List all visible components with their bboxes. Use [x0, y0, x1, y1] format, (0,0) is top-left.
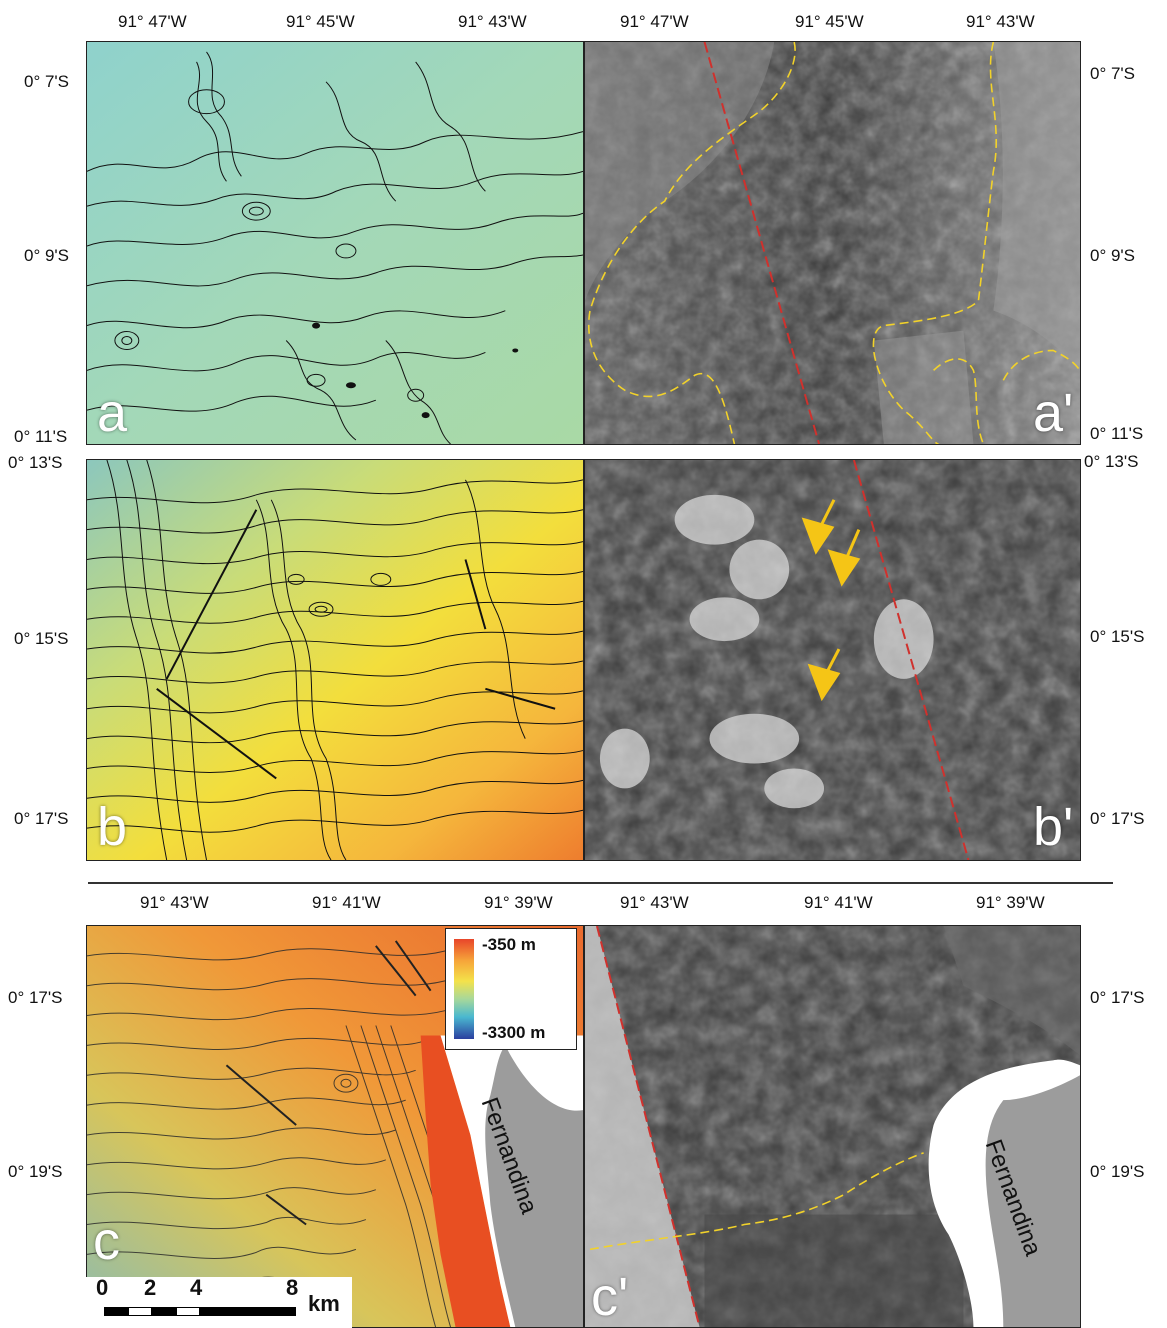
scale-tick-2: 2: [144, 1275, 157, 1300]
panel-label-b: b: [97, 797, 128, 857]
lat-label-aprime-3: 0° 11'S: [1090, 424, 1144, 443]
lon-label-a-2: 91° 45'W: [286, 12, 355, 31]
lat-label-c-1: 0° 17'S: [8, 988, 63, 1007]
lon-label-c-2: 91° 41'W: [312, 893, 381, 912]
panel-cprime-backscatter: c' Fernandina: [584, 925, 1081, 1328]
panel-aprime-backscatter: a': [584, 41, 1081, 445]
lat-label-c-2: 0° 19'S: [8, 1162, 63, 1181]
depth-color-ramp: [454, 939, 474, 1039]
lat-label-a-1: 0° 7'S: [24, 72, 70, 91]
arrow-icon: [801, 499, 861, 702]
lon-label-cprime-1: 91° 43'W: [620, 893, 689, 912]
scale-tick-8: 8: [286, 1275, 299, 1300]
lat-label-b-2: 0° 15'S: [14, 629, 69, 648]
lat-label-aprime-2: 0° 9'S: [1090, 246, 1136, 265]
panel-label-aprime: a': [1033, 383, 1074, 443]
lat-label-bprime-3: 0° 17'S: [1090, 809, 1145, 828]
panel-b-bathymetry: b: [86, 459, 584, 861]
scale-segment-5: [200, 1307, 296, 1316]
panel-a-bathymetry: a: [86, 41, 584, 445]
lat-label-aprime-1: 0° 7'S: [1090, 64, 1136, 83]
scale-bar: 0 2 4 8 km: [86, 1275, 352, 1328]
scale-segment-4: [176, 1307, 200, 1316]
lat-label-cprime-2: 0° 19'S: [1090, 1162, 1145, 1181]
panel-label-cprime: c': [591, 1267, 629, 1327]
scale-tick-0: 0: [96, 1275, 109, 1300]
lat-label-bprime-2: 0° 15'S: [1090, 627, 1145, 646]
lon-label-cprime-2: 91° 41'W: [804, 893, 873, 912]
scale-tick-4: 4: [190, 1275, 203, 1300]
panel-label-a: a: [97, 383, 128, 443]
legend-min-label: -3300 m: [482, 1023, 546, 1042]
lon-label-aprime-3: 91° 43'W: [966, 12, 1035, 31]
lat-label-bprime-1: 0° 13'S: [1084, 452, 1139, 471]
scale-segment-1: [104, 1307, 128, 1316]
scale-unit: km: [308, 1291, 340, 1316]
lat-label-a-2: 0° 9'S: [24, 246, 70, 265]
panel-bprime-backscatter: b': [584, 459, 1081, 861]
lat-label-b-1: 0° 13'S: [8, 453, 63, 472]
legend-max-label: -350 m: [482, 935, 536, 954]
scale-segment-2: [128, 1307, 152, 1316]
lat-label-cprime-1: 0° 17'S: [1090, 988, 1145, 1007]
scale-segment-3: [152, 1307, 176, 1316]
depth-legend: -350 m -3300 m: [445, 928, 577, 1050]
lon-label-aprime-1: 91° 47'W: [620, 12, 689, 31]
panel-label-bprime: b': [1033, 797, 1074, 857]
lon-label-cprime-3: 91° 39'W: [976, 893, 1045, 912]
lon-label-c-1: 91° 43'W: [140, 893, 209, 912]
lat-label-b-3: 0° 17'S: [14, 809, 69, 828]
section-divider: [88, 882, 1113, 884]
lon-label-a-3: 91° 43'W: [458, 12, 527, 31]
lon-label-a-1: 91° 47'W: [118, 12, 187, 31]
lon-label-aprime-2: 91° 45'W: [795, 12, 864, 31]
lon-label-c-3: 91° 39'W: [484, 893, 553, 912]
lat-label-a-3: 0° 11'S: [14, 427, 68, 446]
panel-label-c: c: [93, 1211, 120, 1271]
